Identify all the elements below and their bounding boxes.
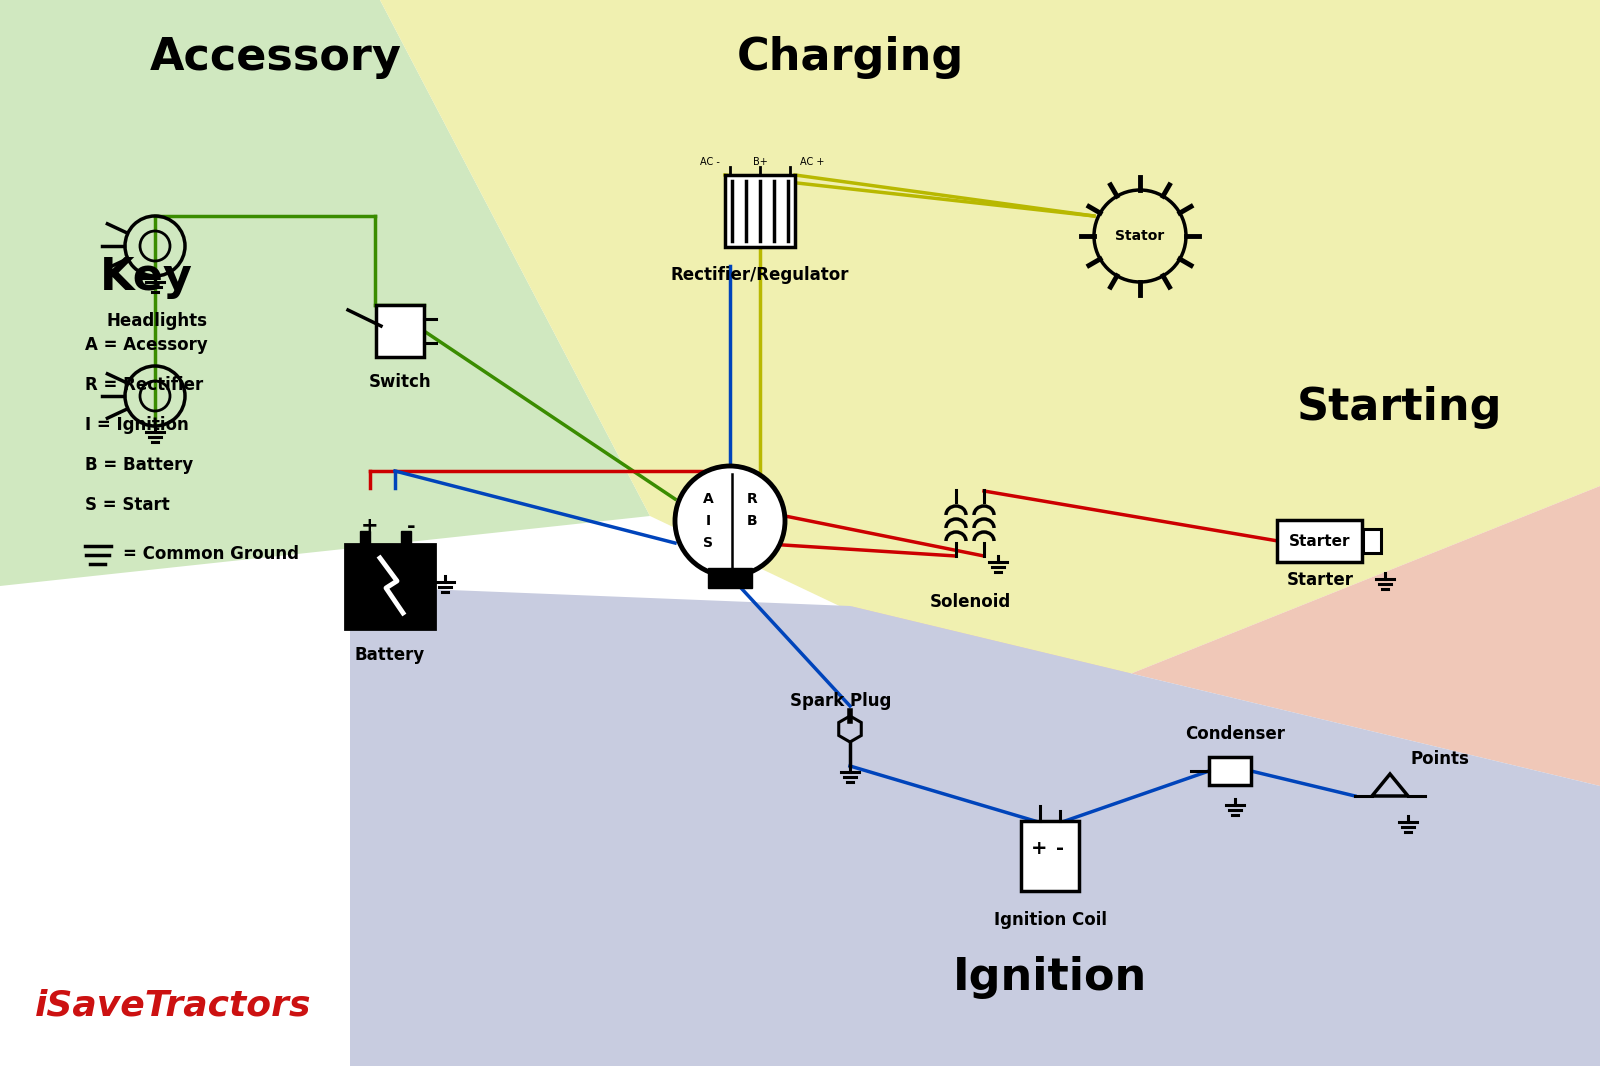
Bar [1210, 757, 1251, 785]
Text: Headlights: Headlights [107, 312, 208, 330]
Bar [1363, 529, 1381, 553]
Text: Solenoid: Solenoid [930, 593, 1011, 611]
Bar [1021, 821, 1078, 891]
Text: A: A [702, 492, 714, 506]
Text: = Common Ground: = Common Ground [123, 545, 299, 563]
Text: B: B [747, 514, 757, 528]
Bar [346, 544, 435, 629]
Text: R = Rectifier: R = Rectifier [85, 376, 203, 394]
Text: -: - [406, 517, 414, 536]
Text: Charging: Charging [736, 36, 963, 79]
Text: Rectifier/Regulator: Rectifier/Regulator [670, 266, 850, 284]
Polygon shape [381, 0, 1600, 706]
Text: B = Battery: B = Battery [85, 456, 194, 474]
Bar [725, 175, 795, 247]
Text: I = Ignition: I = Ignition [85, 416, 189, 434]
Text: Points: Points [1411, 750, 1469, 768]
Text: B+: B+ [752, 157, 768, 167]
Text: Switch: Switch [368, 373, 432, 391]
Text: S = Start: S = Start [85, 496, 170, 514]
Polygon shape [0, 0, 650, 586]
Text: Accessory: Accessory [150, 36, 402, 79]
Text: S: S [702, 536, 714, 550]
Text: Starting: Starting [1298, 386, 1502, 429]
Polygon shape [850, 486, 1600, 786]
Text: -: - [1056, 839, 1064, 857]
Text: iSaveTractors: iSaveTractors [35, 989, 312, 1023]
Text: Starter: Starter [1290, 533, 1350, 549]
Text: A = Acessory: A = Acessory [85, 336, 208, 354]
Text: AC -: AC - [701, 157, 720, 167]
Text: Stator: Stator [1115, 229, 1165, 243]
Text: I: I [706, 514, 710, 528]
Text: AC +: AC + [800, 157, 824, 167]
Text: Condenser: Condenser [1186, 725, 1285, 743]
Bar [402, 531, 411, 544]
Text: Starter: Starter [1286, 571, 1354, 589]
Bar [376, 305, 424, 357]
Text: Spark Plug: Spark Plug [790, 692, 891, 710]
Bar [360, 531, 370, 544]
Text: Key: Key [99, 256, 194, 298]
Text: +: + [1032, 839, 1048, 857]
Text: Battery: Battery [355, 646, 426, 664]
Circle shape [675, 466, 786, 576]
Bar [707, 568, 752, 588]
Text: R: R [747, 492, 757, 506]
Text: Ignition: Ignition [954, 956, 1147, 999]
Text: Ignition Coil: Ignition Coil [994, 911, 1107, 928]
Bar [1277, 520, 1363, 562]
Text: +: + [360, 517, 378, 536]
Polygon shape [350, 586, 1600, 1066]
